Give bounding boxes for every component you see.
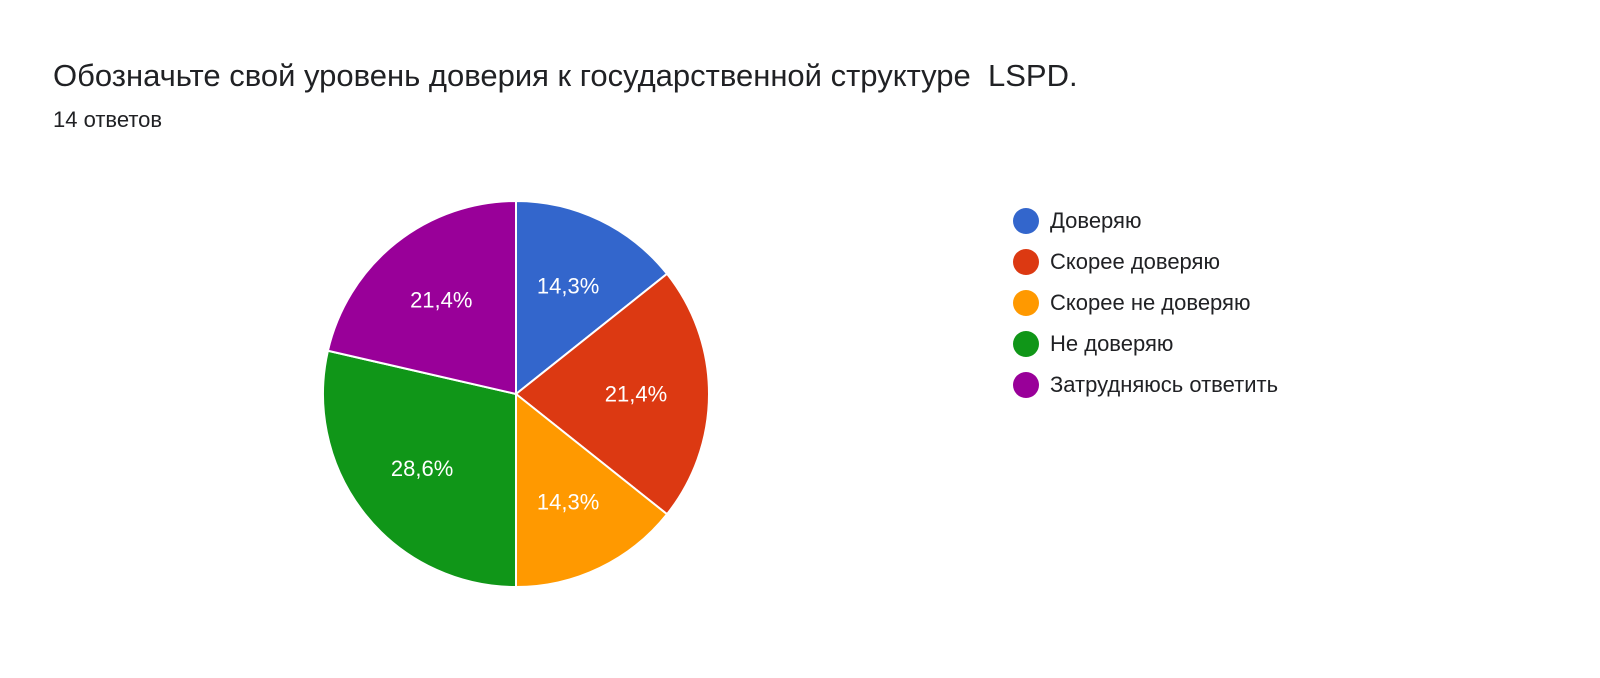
legend-label: Не доверяю (1050, 330, 1174, 356)
pie-slice-4[interactable] (322, 349, 517, 589)
chart-title: Обозначьте свой уровень доверия к госуда… (53, 58, 1078, 93)
legend-swatch-icon (1013, 330, 1039, 357)
legend-label: Затрудняюсь ответить (1050, 371, 1279, 397)
legend-item-5[interactable]: Затрудняюсь ответить (1013, 364, 1278, 405)
slice-label-2: 21,4% (605, 382, 667, 407)
legend-item-1[interactable]: Доверяю (1013, 200, 1278, 241)
legend-swatch-icon (1013, 207, 1039, 234)
slice-label-4: 28,6% (391, 456, 453, 481)
legend-item-3[interactable]: Скорее не доверяю (1013, 282, 1278, 323)
pie-slice-5[interactable] (326, 199, 517, 396)
legend-swatch-icon (1013, 289, 1039, 316)
pie-slice-3[interactable] (515, 391, 669, 589)
legend-swatch-icon (1013, 371, 1039, 398)
legend-label: Скорее не доверяю (1050, 289, 1251, 315)
legend-item-4[interactable]: Не доверяю (1013, 323, 1278, 364)
legend-item-2[interactable]: Скорее доверяю (1013, 241, 1278, 282)
legend-label: Скорее доверяю (1050, 248, 1220, 274)
slice-label-5: 21,4% (410, 288, 472, 313)
response-count: 14 ответов (53, 107, 163, 132)
legend-label: Доверяю (1050, 207, 1142, 233)
pie-slice-1[interactable] (515, 199, 669, 397)
pie-slice-2[interactable] (514, 272, 710, 516)
slice-label-1: 14,3% (537, 273, 599, 298)
legend-swatch-icon (1013, 248, 1039, 275)
chart-legend: Доверяю Скорее доверяю Скорее не доверяю Не… (1013, 200, 1278, 405)
slice-label-3: 14,3% (537, 490, 599, 515)
